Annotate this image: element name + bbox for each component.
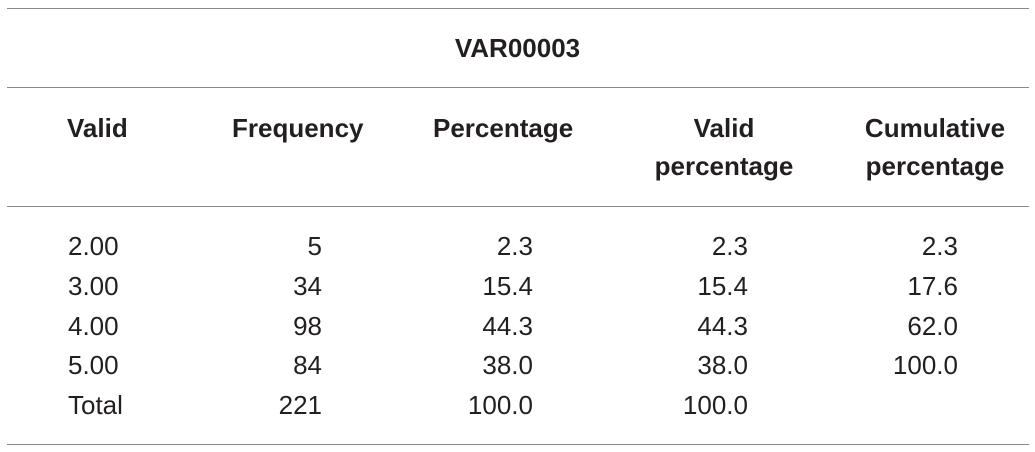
column-header: Valid [67,113,128,143]
cell: 15.4 [697,270,748,301]
body-rule [7,206,1029,207]
column-header: Cumulative percentage [864,113,1006,181]
cell: 100.0 [682,390,748,421]
column-header: Percentage [433,113,574,143]
table-title: VAR00003 [454,33,581,63]
cell: 15.4 [482,270,533,301]
row-label: 4.00 [68,310,119,341]
cell: 98 [293,310,322,341]
cell: 34 [293,270,322,301]
row-label: 3.00 [68,270,119,301]
cell: 100.0 [892,350,958,381]
cell: 84 [293,350,322,381]
cell: 2.3 [921,231,958,261]
column-header: Valid percentage [654,113,794,181]
cell: 5 [307,231,322,261]
cell: 2.3 [711,231,748,261]
bottom-rule [7,444,1029,445]
cell: 2.3 [496,231,533,261]
top-rule [7,8,1029,9]
cell: 17.6 [907,270,958,301]
row-label: Total [68,390,123,421]
row-label: 2.00 [68,231,119,261]
cell: 38.0 [697,350,748,381]
cell: 44.3 [482,310,533,341]
column-header: Frequency [232,113,364,143]
cell: 38.0 [482,350,533,381]
cell: 44.3 [697,310,748,341]
cell: 62.0 [907,310,958,341]
cell: 100.0 [467,390,533,421]
row-label: 5.00 [68,350,119,381]
cell: 221 [278,390,322,421]
header-rule [7,87,1029,88]
